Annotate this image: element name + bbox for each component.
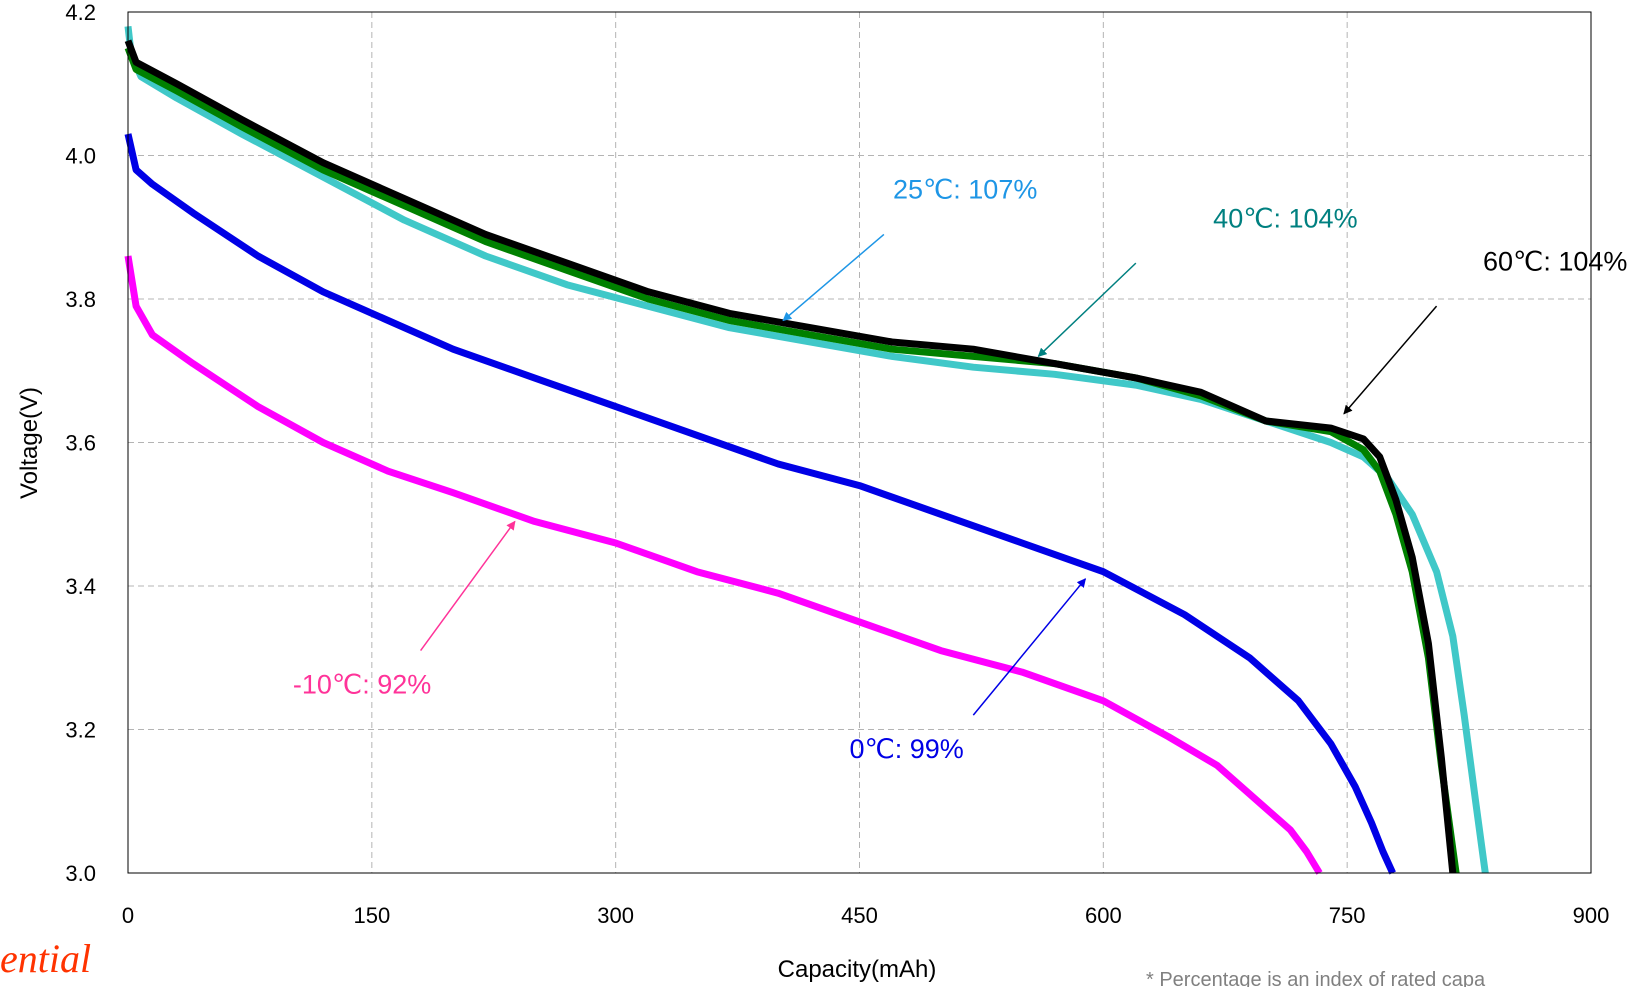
series-line <box>124 26 1489 874</box>
y-tick-label: 3.2 <box>65 718 96 743</box>
x-tick-label: 300 <box>597 903 634 928</box>
footnote: * Percentage is an index of rated capa <box>1146 969 1486 987</box>
annotation-arrow <box>782 233 885 322</box>
annotation-label: 0℃: 99% <box>849 734 963 764</box>
series-line <box>124 133 1396 875</box>
y-tick-label: 3.8 <box>65 287 96 312</box>
annotation-arrow <box>1037 262 1137 358</box>
annotations: 25℃: 107% 40℃: 104% 60℃: 104% 0℃: 99% -10℃: … <box>293 175 1628 765</box>
annotation-label: -10℃: 92% <box>293 670 431 700</box>
y-tick-label: 4.2 <box>65 0 96 25</box>
series-line <box>124 39 1457 874</box>
annotation-arrow <box>1343 305 1438 415</box>
series-layer <box>124 26 1489 875</box>
ticks: 0 150 300 450 600 750 900 3.0 3.2 3.4 3.6 3.8 4.0 4.2 <box>65 0 1609 928</box>
annotation-label: 60℃: 104% <box>1483 246 1627 276</box>
x-axis-title: Capacity(mAh) <box>778 956 937 983</box>
y-axis-title: Voltage(V) <box>16 387 43 499</box>
x-tick-label: 750 <box>1329 903 1366 928</box>
y-tick-label: 3.0 <box>65 861 96 886</box>
y-tick-label: 3.6 <box>65 431 96 456</box>
annotation-label: 40℃: 104% <box>1213 203 1357 233</box>
x-tick-label: 900 <box>1573 903 1610 928</box>
series-line <box>124 255 1323 875</box>
annotation-arrow <box>972 578 1087 716</box>
plot-frame <box>127 11 1592 874</box>
x-tick-label: 450 <box>841 903 878 928</box>
y-tick-label: 3.4 <box>65 574 96 599</box>
x-tick-label: 0 <box>122 903 134 928</box>
x-tick-label: 600 <box>1085 903 1122 928</box>
watermark-text: ential <box>0 936 91 981</box>
annotation-arrow <box>419 520 516 652</box>
series-line <box>124 46 1460 874</box>
y-tick-label: 4.0 <box>65 144 96 169</box>
annotation-label: 25℃: 107% <box>893 175 1037 205</box>
x-tick-label: 150 <box>353 903 390 928</box>
